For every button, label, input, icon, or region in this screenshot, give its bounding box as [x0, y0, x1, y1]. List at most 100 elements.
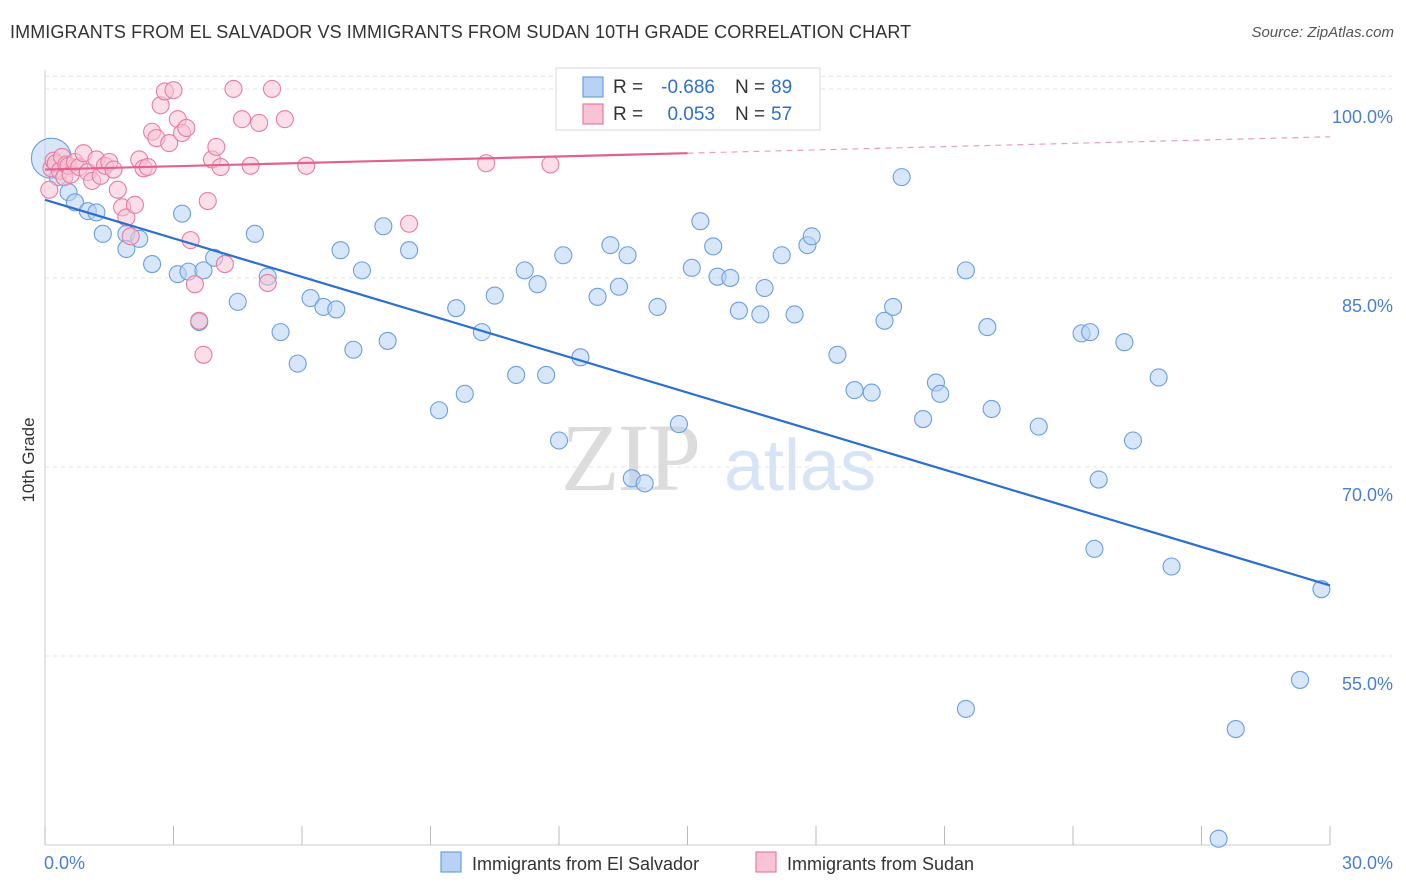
- stats-n-value-1: 89: [771, 77, 792, 98]
- el-salvador-point: [1149, 368, 1168, 387]
- chart-source: Source: ZipAtlas.com: [1251, 24, 1394, 41]
- el-salvador-point: [772, 246, 791, 265]
- el-salvador-trend-line: [44, 198, 1331, 587]
- legend-swatch-el-salvador: [440, 851, 462, 873]
- sudan-point: [262, 79, 282, 98]
- el-salvador-point: [528, 275, 547, 294]
- sudan-point: [224, 79, 243, 98]
- el-salvador-point: [1123, 431, 1143, 450]
- el-salvador-point: [914, 410, 933, 429]
- sudan-point: [297, 156, 316, 175]
- el-salvador-point: [515, 261, 534, 280]
- el-salvador-point: [344, 340, 363, 359]
- el-salvador-point: [537, 365, 556, 385]
- el-salvador-point: [455, 384, 474, 403]
- el-salvador-point: [1115, 333, 1134, 352]
- y-tick-label: 100.0%: [1332, 107, 1393, 127]
- el-salvador-point: [507, 365, 526, 385]
- legend-label-el-salvador: Immigrants from El Salvador: [472, 854, 699, 874]
- el-salvador-point: [1226, 720, 1245, 739]
- el-salvador-point: [1162, 557, 1181, 576]
- el-salvador-point: [618, 246, 637, 265]
- sudan-point: [190, 311, 209, 330]
- el-salvador-point: [682, 258, 701, 277]
- el-salvador-point: [447, 299, 466, 318]
- x-tick-label-min: 0.0%: [44, 853, 85, 873]
- el-salvador-point: [755, 278, 774, 298]
- sudan-point: [207, 137, 226, 156]
- el-salvador-point: [884, 297, 903, 316]
- axes: 100.0% 85.0% 70.0% 55.0% 0.0% 30.0%: [44, 70, 1393, 873]
- x-tick-label-max: 30.0%: [1342, 853, 1393, 873]
- legend-label-sudan: Immigrants from Sudan: [787, 854, 974, 874]
- y-axis-label: 10th Grade: [19, 417, 38, 502]
- sudan-point: [194, 345, 213, 364]
- sudan-point: [198, 192, 217, 211]
- el-salvador-point: [648, 297, 667, 316]
- stats-n-label-2: N =: [735, 104, 765, 125]
- el-salvador-point: [1290, 670, 1310, 689]
- chart-title: IMMIGRANTS FROM EL SALVADOR VS IMMIGRANT…: [10, 22, 912, 42]
- sudan-point: [164, 81, 183, 100]
- sudan-point: [185, 275, 204, 294]
- stats-r-label-2: R =: [613, 104, 643, 125]
- el-salvador-point: [956, 699, 975, 718]
- sudan-point: [160, 134, 179, 153]
- y-tick-label: 70.0%: [1342, 485, 1393, 505]
- sudan-point: [125, 195, 144, 214]
- sudan-point: [541, 155, 560, 174]
- sudan-point: [121, 227, 140, 246]
- sudan-trend-extension: [687, 136, 1331, 154]
- el-salvador-point: [802, 227, 821, 246]
- stats-box: R = -0.686 N = 89 R = 0.053 N = 57: [555, 67, 821, 131]
- sudan-point: [211, 157, 230, 177]
- sudan-point: [215, 255, 234, 274]
- el-salvador-point: [327, 300, 346, 319]
- el-salvador-point: [892, 168, 911, 187]
- el-salvador-point: [956, 261, 975, 280]
- stats-r-label-1: R =: [613, 77, 643, 98]
- sudan-point: [104, 160, 123, 179]
- el-salvador-point: [729, 301, 748, 320]
- el-salvador-point: [978, 318, 997, 337]
- el-salvador-point: [785, 305, 804, 324]
- sudan-point: [275, 110, 294, 129]
- el-salvador-point: [982, 399, 1001, 419]
- sudan-point: [108, 180, 127, 199]
- el-salvador-point: [1089, 470, 1108, 489]
- el-salvador-point: [751, 305, 770, 324]
- el-salvador-point: [374, 217, 393, 236]
- stats-swatch-sudan: [582, 103, 604, 125]
- legend-swatch-sudan: [755, 851, 777, 873]
- sudan-point: [40, 180, 59, 199]
- el-salvador-point: [875, 311, 894, 330]
- el-salvador-point: [352, 261, 372, 280]
- el-salvador-point: [549, 431, 569, 450]
- el-salvador-point: [609, 277, 629, 296]
- sudan-trend-line: [44, 152, 688, 171]
- el-salvador-point: [430, 401, 449, 420]
- el-salvador-point: [691, 212, 710, 231]
- el-salvador-point: [331, 241, 350, 260]
- sudan-point: [241, 156, 260, 175]
- el-salvador-point: [931, 384, 950, 403]
- el-salvador-point: [1029, 417, 1048, 436]
- el-salvador-point: [554, 246, 573, 265]
- el-salvador-point: [1081, 323, 1100, 342]
- y-tick-label: 55.0%: [1342, 674, 1393, 694]
- el-salvador-point: [400, 241, 419, 260]
- el-salvador-point: [1209, 829, 1228, 848]
- el-salvador-point: [194, 261, 213, 280]
- legend: Immigrants from El Salvador Immigrants f…: [440, 851, 974, 874]
- el-salvador-point: [601, 236, 620, 255]
- y-tick-label: 85.0%: [1342, 296, 1393, 316]
- el-salvador-point: [828, 345, 847, 364]
- el-salvador-point: [245, 224, 264, 243]
- el-salvador-point: [588, 287, 607, 306]
- el-salvador-point: [1085, 539, 1104, 558]
- el-salvador-point: [271, 323, 290, 342]
- y-axis-title: 10th Grade: [19, 417, 38, 502]
- el-salvador-point: [721, 268, 740, 287]
- el-salvador-point: [93, 224, 112, 243]
